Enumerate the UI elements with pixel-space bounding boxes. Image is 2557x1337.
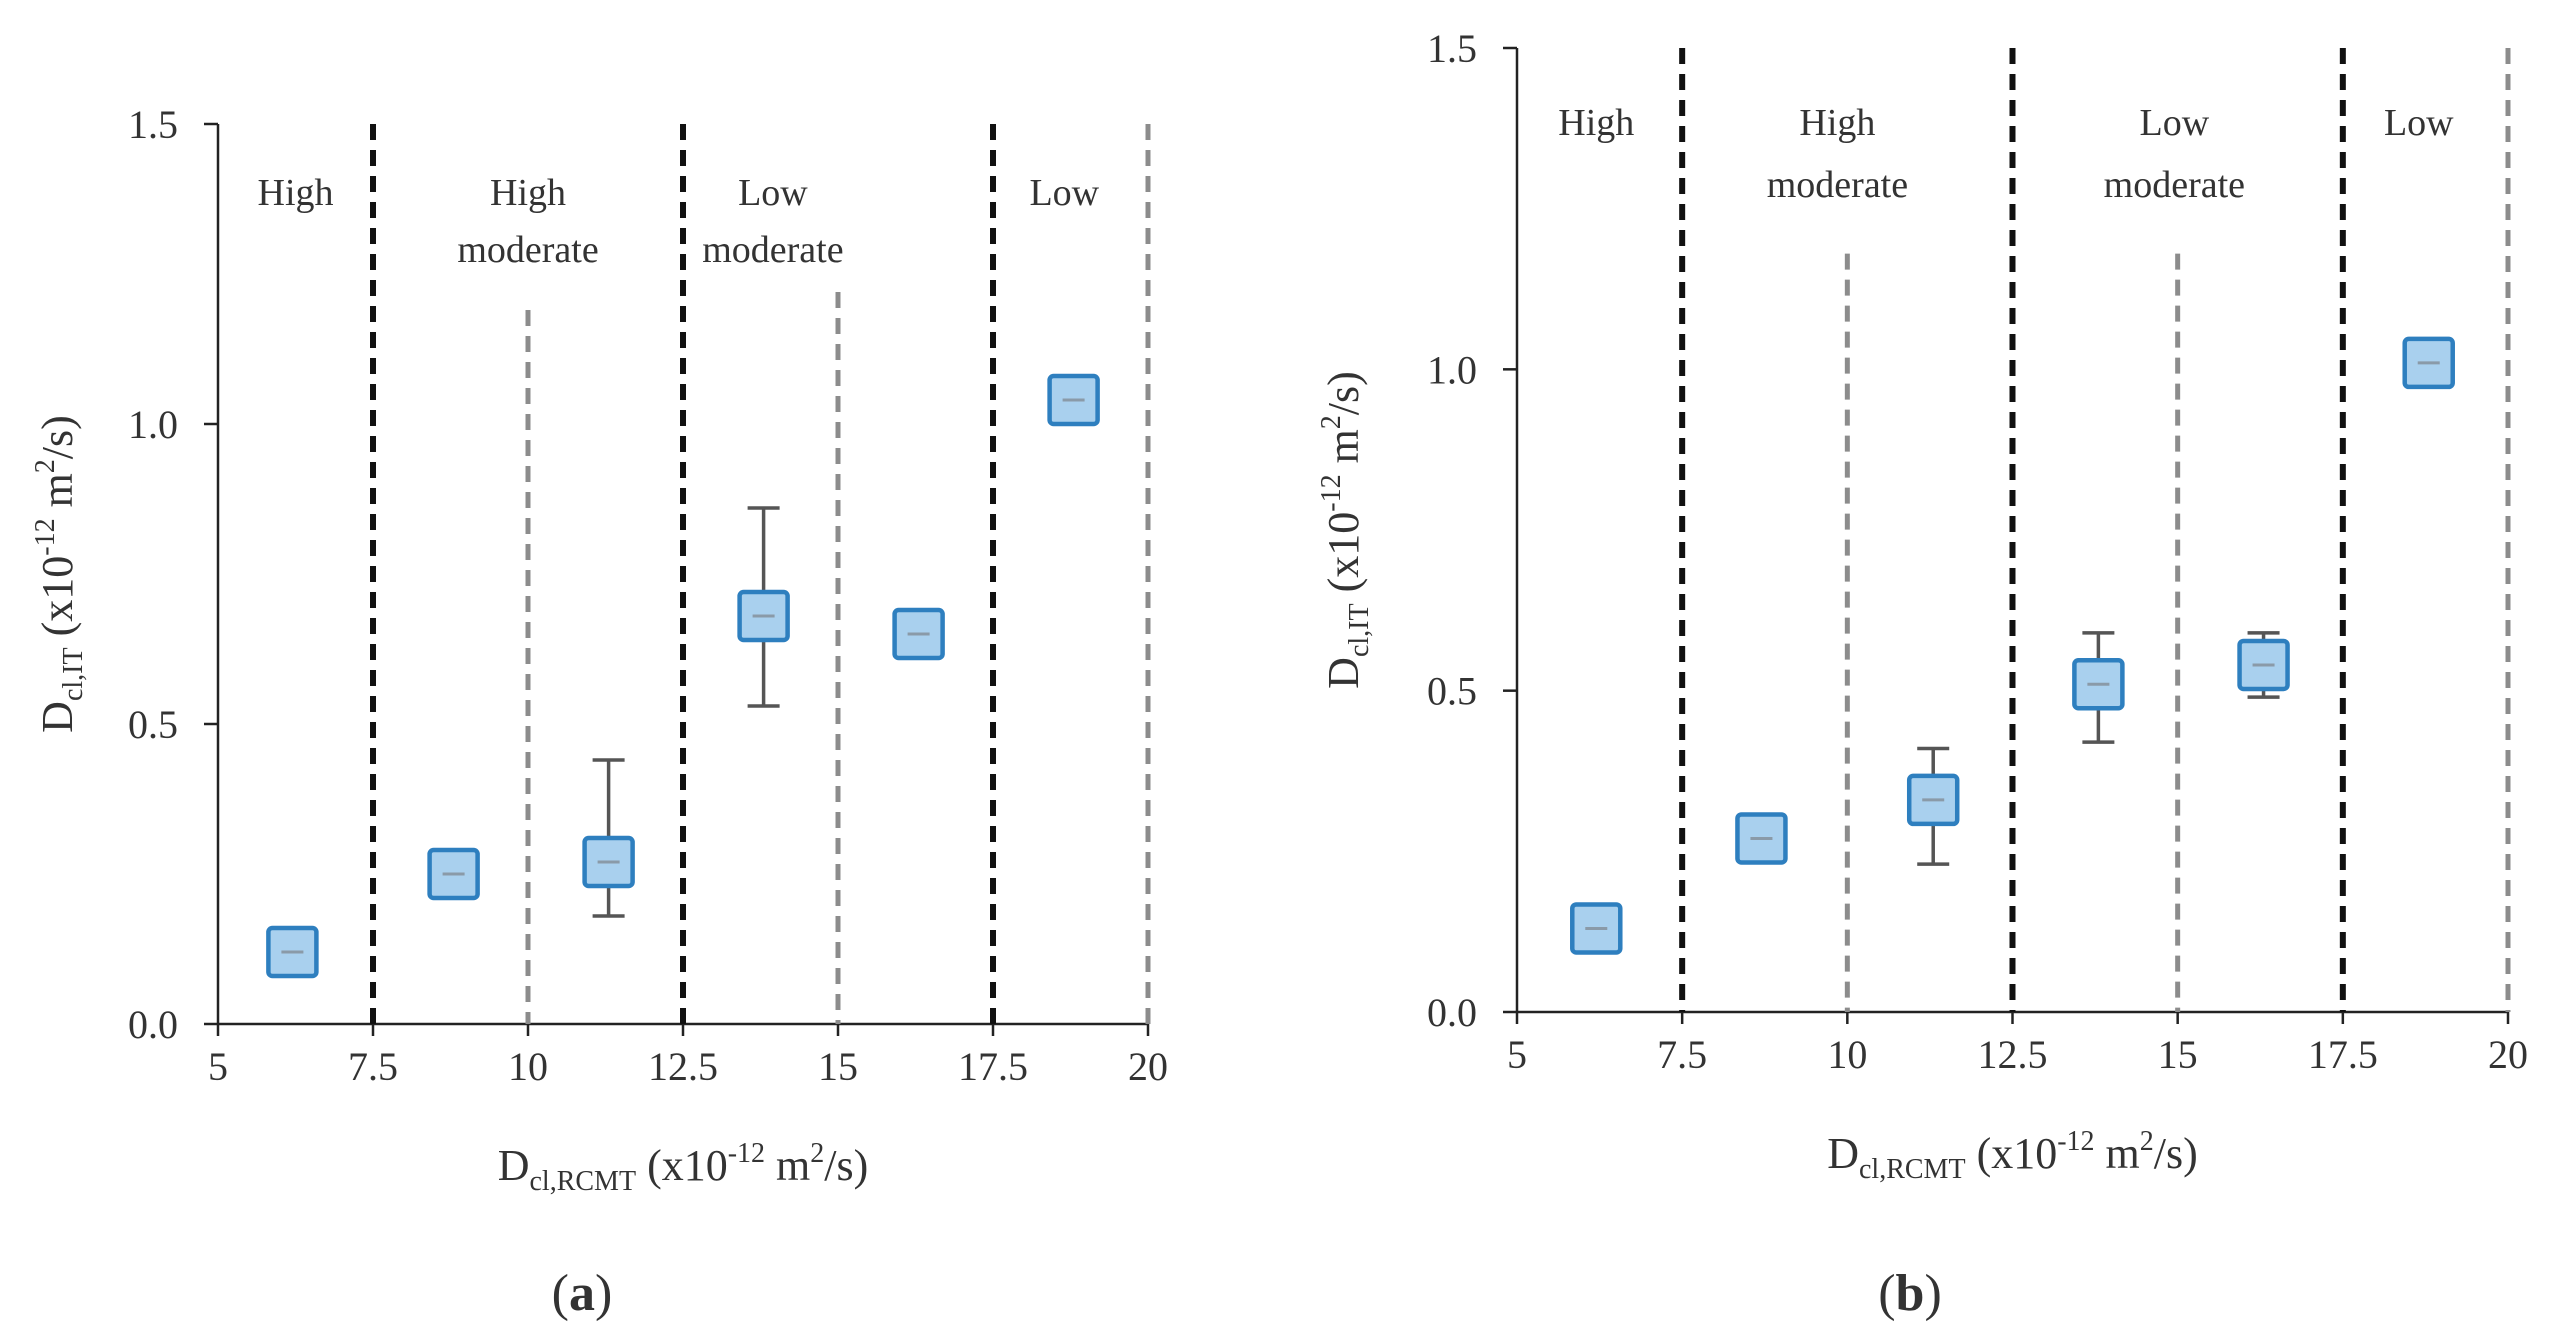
y-tick-label: 0.0 <box>1427 990 1477 1035</box>
y-tick-label: 1.0 <box>1427 347 1477 392</box>
zone-label: moderate <box>1767 164 1908 206</box>
zone-label: Low <box>738 172 808 214</box>
x-tick-label: 5 <box>1507 1032 1527 1077</box>
x-tick-label: 10 <box>1827 1032 1867 1077</box>
x-tick-label: 15 <box>2158 1032 2198 1077</box>
x-tick-label: 7.5 <box>348 1044 398 1089</box>
panel-b: 0.0 0.5 1.0 1.5 5 7.5 10 12.5 15 17.5 20 High High mo… <box>1316 26 2528 1322</box>
x-axis-label: Dcl,RCMT (x10-12 m2/s) <box>498 1138 869 1197</box>
x-tick-label: 15 <box>818 1044 858 1089</box>
x-tick-label: 12.5 <box>1978 1032 2048 1077</box>
y-tick-label: 1.0 <box>128 402 178 447</box>
zone-label: moderate <box>2104 164 2245 206</box>
zone-label: High <box>1558 102 1634 144</box>
x-tick-label: 7.5 <box>1657 1032 1707 1077</box>
zone-label: High <box>258 172 334 214</box>
x-tick-label: 10 <box>508 1044 548 1089</box>
y-tick-label: 0.5 <box>128 702 178 747</box>
zone-label: Low <box>2384 102 2454 144</box>
zone-label: High <box>1799 102 1875 144</box>
x-tick-label: 20 <box>1128 1044 1168 1089</box>
x-tick-label: 20 <box>2488 1032 2528 1077</box>
x-tick-label: 12.5 <box>648 1044 718 1089</box>
y-axis-label: Dcl,IT (x10-12 m2/s) <box>1316 371 1375 689</box>
y-tick-label: 0.0 <box>128 1002 178 1047</box>
zone-label: Low <box>1029 172 1099 214</box>
panel-a: 0.0 0.5 1.0 1.5 5 7.5 10 12.5 15 17.5 20 High High mo… <box>30 102 1168 1322</box>
panel-label: (a) <box>552 1265 613 1322</box>
zone-label: Low <box>2140 102 2210 144</box>
y-axis-label: Dcl,IT (x10-12 m2/s) <box>30 415 89 733</box>
x-tick-label: 17.5 <box>2308 1032 2378 1077</box>
y-tick-label: 1.5 <box>128 102 178 147</box>
y-tick-label: 1.5 <box>1427 26 1477 71</box>
x-tick-label: 17.5 <box>958 1044 1028 1089</box>
x-tick-label: 5 <box>208 1044 228 1089</box>
y-tick-label: 0.5 <box>1427 669 1477 714</box>
panel-label: (b) <box>1878 1265 1942 1322</box>
x-axis-label: Dcl,RCMT (x10-12 m2/s) <box>1827 1126 2198 1185</box>
zone-label: moderate <box>457 229 598 271</box>
zone-label: moderate <box>702 229 843 271</box>
zone-label: High <box>490 172 566 214</box>
